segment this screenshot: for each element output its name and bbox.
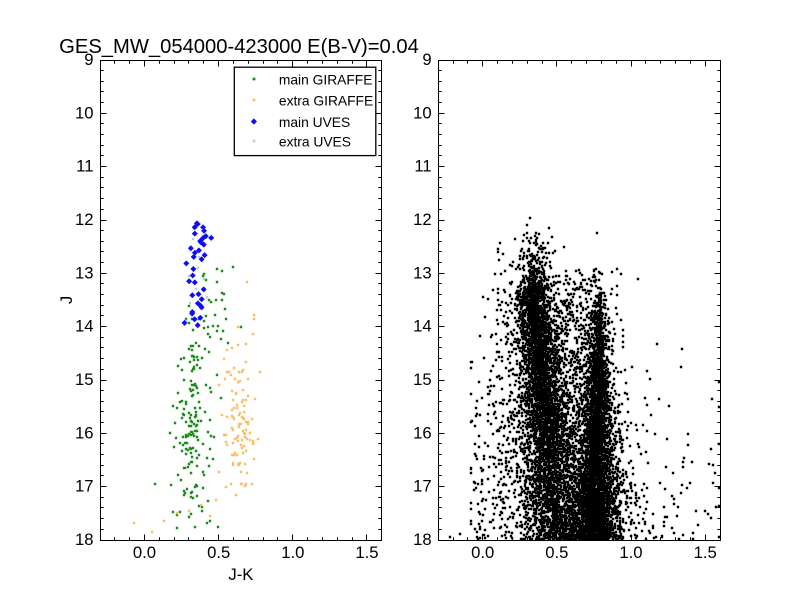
svg-text:9: 9 [422, 50, 431, 69]
svg-text:11: 11 [76, 157, 93, 176]
svg-text:14: 14 [413, 317, 432, 336]
svg-text:13: 13 [75, 263, 94, 282]
svg-text:17: 17 [75, 477, 94, 496]
svg-text:15: 15 [413, 370, 432, 389]
svg-text:10: 10 [413, 103, 432, 122]
svg-text:12: 12 [413, 210, 432, 229]
svg-text:0.0: 0.0 [471, 543, 494, 562]
svg-text:extra UVES: extra UVES [279, 135, 351, 150]
svg-text:14: 14 [75, 317, 94, 336]
svg-text:16: 16 [413, 423, 432, 442]
svg-text:1.5: 1.5 [355, 543, 378, 562]
svg-text:1.5: 1.5 [694, 543, 717, 562]
svg-text:11: 11 [414, 157, 431, 176]
svg-text:18: 18 [75, 530, 94, 549]
svg-text:15: 15 [75, 370, 94, 389]
svg-text:9: 9 [84, 50, 93, 69]
svg-text:0.5: 0.5 [207, 543, 230, 562]
svg-text:10: 10 [75, 103, 94, 122]
svg-text:13: 13 [413, 263, 432, 282]
svg-text:J-K: J-K [228, 565, 253, 584]
svg-text:1.0: 1.0 [619, 543, 642, 562]
svg-text:0.0: 0.0 [133, 543, 156, 562]
svg-text:17: 17 [413, 477, 432, 496]
svg-text:main GIRAFFE: main GIRAFFE [279, 73, 373, 88]
svg-text:extra GIRAFFE: extra GIRAFFE [279, 93, 373, 108]
svg-text:16: 16 [75, 423, 94, 442]
svg-text:main UVES: main UVES [279, 115, 350, 130]
svg-text:J: J [57, 296, 76, 304]
svg-text:12: 12 [75, 210, 94, 229]
svg-text:1.0: 1.0 [281, 543, 304, 562]
svg-text:GES_MW_054000-423000 E(B-V)=0.: GES_MW_054000-423000 E(B-V)=0.04 [59, 36, 419, 58]
svg-text:18: 18 [413, 530, 432, 549]
svg-text:0.5: 0.5 [545, 543, 568, 562]
